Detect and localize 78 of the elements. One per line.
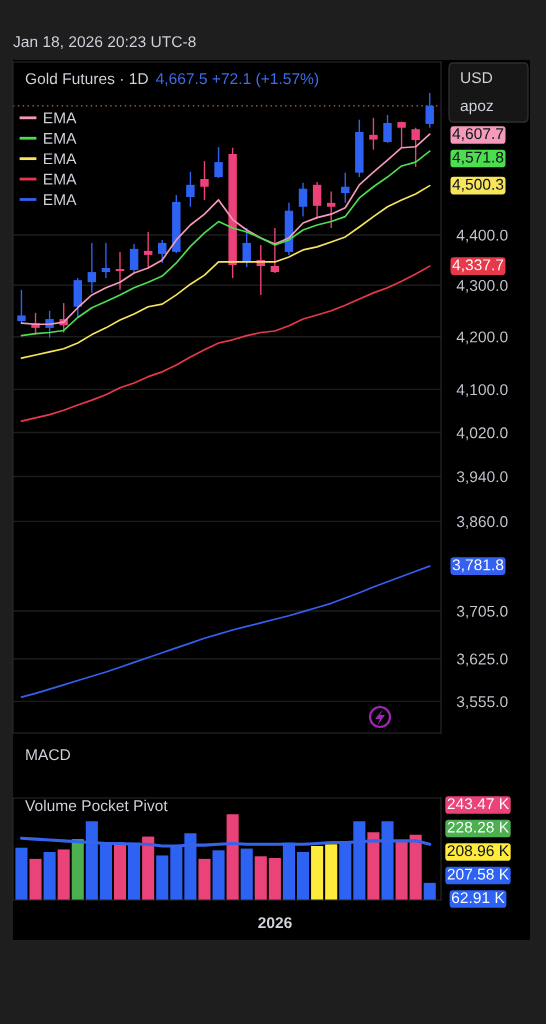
- candlestick: [341, 172, 350, 204]
- bar: [142, 836, 155, 900]
- candlestick: [298, 182, 308, 218]
- y-tick-label: 4,020.0: [456, 427, 508, 441]
- y-tick-label: 3,860.0: [456, 516, 508, 529]
- bar: [57, 849, 70, 900]
- bar: [395, 840, 408, 900]
- candlestick: [312, 181, 322, 219]
- text: 62.91 K: [451, 892, 505, 904]
- y-tick-label: 4,100.0: [456, 384, 508, 398]
- bar: [254, 856, 267, 900]
- line-series: [20, 265, 431, 422]
- bar: [409, 834, 422, 900]
- legend-label: EMA: [44, 112, 77, 124]
- bar: [226, 814, 239, 900]
- legend-label: EMA: [44, 173, 77, 185]
- text: 208.96 K: [447, 845, 509, 857]
- y-tick-label: 4,400.0: [456, 229, 508, 243]
- text: Jan 18, 2026 20:23 UTC-8: [13, 36, 196, 50]
- legend-label: EMA: [44, 132, 77, 144]
- data-label: 4,571.8: [452, 151, 504, 165]
- y-tick-label: 3,705.0: [456, 605, 508, 619]
- bar: [212, 850, 225, 900]
- bar: [71, 839, 84, 900]
- candlestick: [383, 114, 392, 144]
- data-label: 4,337.7: [452, 259, 504, 273]
- bar: [296, 852, 310, 900]
- candlestick: [411, 127, 420, 168]
- candlestick: [425, 92, 434, 129]
- candlestick: [115, 251, 125, 291]
- data-label: 4,607.7: [452, 128, 504, 142]
- candlestick: [270, 227, 280, 274]
- candlestick: [200, 160, 209, 201]
- bar: [240, 848, 253, 900]
- candlestick: [186, 171, 195, 208]
- candlestick: [326, 190, 336, 229]
- text: USD: [461, 72, 493, 84]
- candlestick: [87, 242, 97, 294]
- candlestick: [369, 117, 378, 151]
- y-tick-label: 3,940.0: [456, 471, 508, 485]
- bar: [43, 852, 56, 900]
- text: 228.28 K: [447, 821, 509, 833]
- bar: [311, 846, 324, 900]
- bar: [268, 858, 281, 900]
- data-label: 4,500.3: [452, 178, 504, 192]
- y-tick-label: 3,555.0: [456, 696, 508, 710]
- candlestick: [101, 242, 111, 279]
- data-label: 3,781.8: [452, 559, 504, 573]
- text: 207.58 K: [447, 868, 509, 880]
- text: 4,667.5 +72.1 (+1.57%): [155, 72, 319, 88]
- bar: [198, 858, 211, 900]
- text: 2026: [258, 917, 292, 929]
- bar: [156, 855, 169, 900]
- bar: [325, 844, 338, 900]
- candlestick: [242, 227, 251, 268]
- candlestick: [214, 146, 223, 179]
- y-tick-label: 4,200.0: [456, 331, 508, 345]
- legend-label: EMA: [44, 194, 77, 205]
- bar: [113, 842, 127, 900]
- bar: [367, 832, 380, 900]
- text: apoz: [460, 102, 493, 115]
- legend-label: EMA: [44, 153, 77, 165]
- bar: [29, 858, 42, 900]
- bar: [15, 847, 28, 900]
- candlestick: [17, 289, 26, 324]
- candlestick: [143, 231, 153, 268]
- candlestick: [158, 239, 167, 264]
- text: 243.47 K: [447, 798, 509, 810]
- candlestick: [397, 120, 406, 148]
- text: MACD: [26, 749, 71, 761]
- line-series: [20, 565, 431, 698]
- y-tick-label: 3,625.0: [456, 653, 508, 667]
- y-tick-label: 4,300.0: [456, 280, 508, 293]
- bar: [423, 882, 436, 900]
- candlestick: [129, 243, 139, 274]
- chart-title: Volume Pocket Pivot: [25, 799, 168, 812]
- text: Gold Futures · 1D: [25, 72, 148, 85]
- line-series: [20, 184, 431, 359]
